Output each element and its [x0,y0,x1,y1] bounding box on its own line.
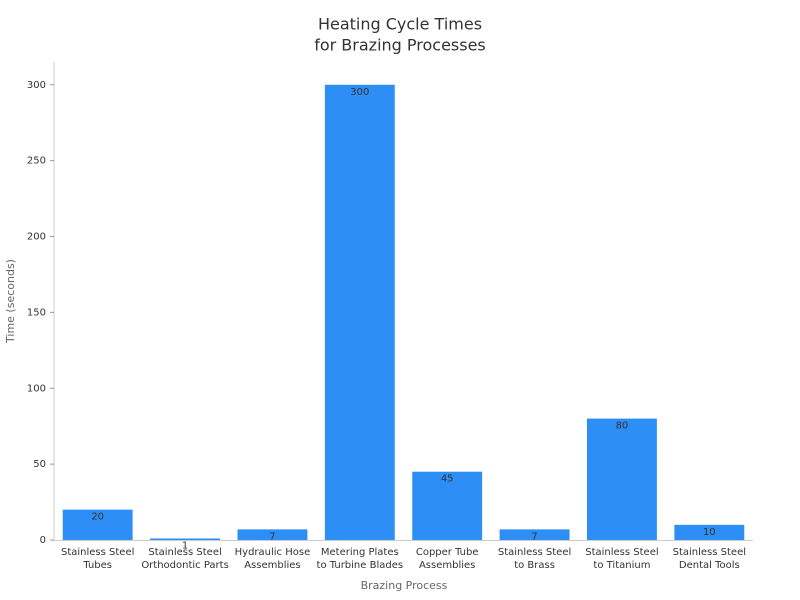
x-axis-label: Brazing Process [361,579,448,592]
x-tick-label: Dental Tools [679,560,740,571]
bar [237,529,308,540]
data-label: 300 [350,87,369,98]
bar [62,509,133,540]
y-axis-label: Time (seconds) [4,259,17,344]
x-tick-label: Tubes [82,560,112,571]
bar [412,471,483,540]
x-tick-label: to Brass [514,560,555,571]
y-tick-label: 300 [27,80,46,91]
data-label: 10 [703,527,716,538]
data-label: 1 [182,540,188,551]
bar [674,524,745,540]
bar [499,529,570,540]
chart-title: for Brazing Processes [314,36,486,55]
data-label: 45 [441,474,454,485]
y-tick-label: 100 [27,383,46,394]
x-tick-label: Copper Tube [416,547,479,558]
y-tick-label: 50 [33,459,46,470]
data-label: 80 [616,421,629,432]
x-tick-label: Stainless Steel [673,547,746,558]
bar [586,418,657,540]
x-tick-label: Stainless Steel [585,547,658,558]
bar [324,84,395,540]
x-tick-label: Metering Plates [321,547,399,558]
data-label: 7 [531,531,537,542]
y-tick-label: 200 [27,232,46,243]
x-tick-label: Stainless Steel [61,547,134,558]
x-tick-label: to Turbine Blades [317,560,404,571]
x-tick-label: Assemblies [419,560,475,571]
data-label: 20 [91,512,104,523]
y-tick-label: 150 [27,307,46,318]
x-tick-label: Hydraulic Hose [235,547,311,558]
x-tick-label: to Titanium [593,560,650,571]
y-tick-label: 0 [40,535,46,546]
x-tick-label: Orthodontic Parts [141,560,229,571]
y-tick-label: 250 [27,156,46,167]
bar [150,538,221,540]
x-tick-label: Stainless Steel [148,547,221,558]
x-tick-label: Assemblies [244,560,300,571]
chart-title: Heating Cycle Times [318,15,482,34]
data-label: 7 [269,531,275,542]
x-tick-label: Stainless Steel [498,547,571,558]
